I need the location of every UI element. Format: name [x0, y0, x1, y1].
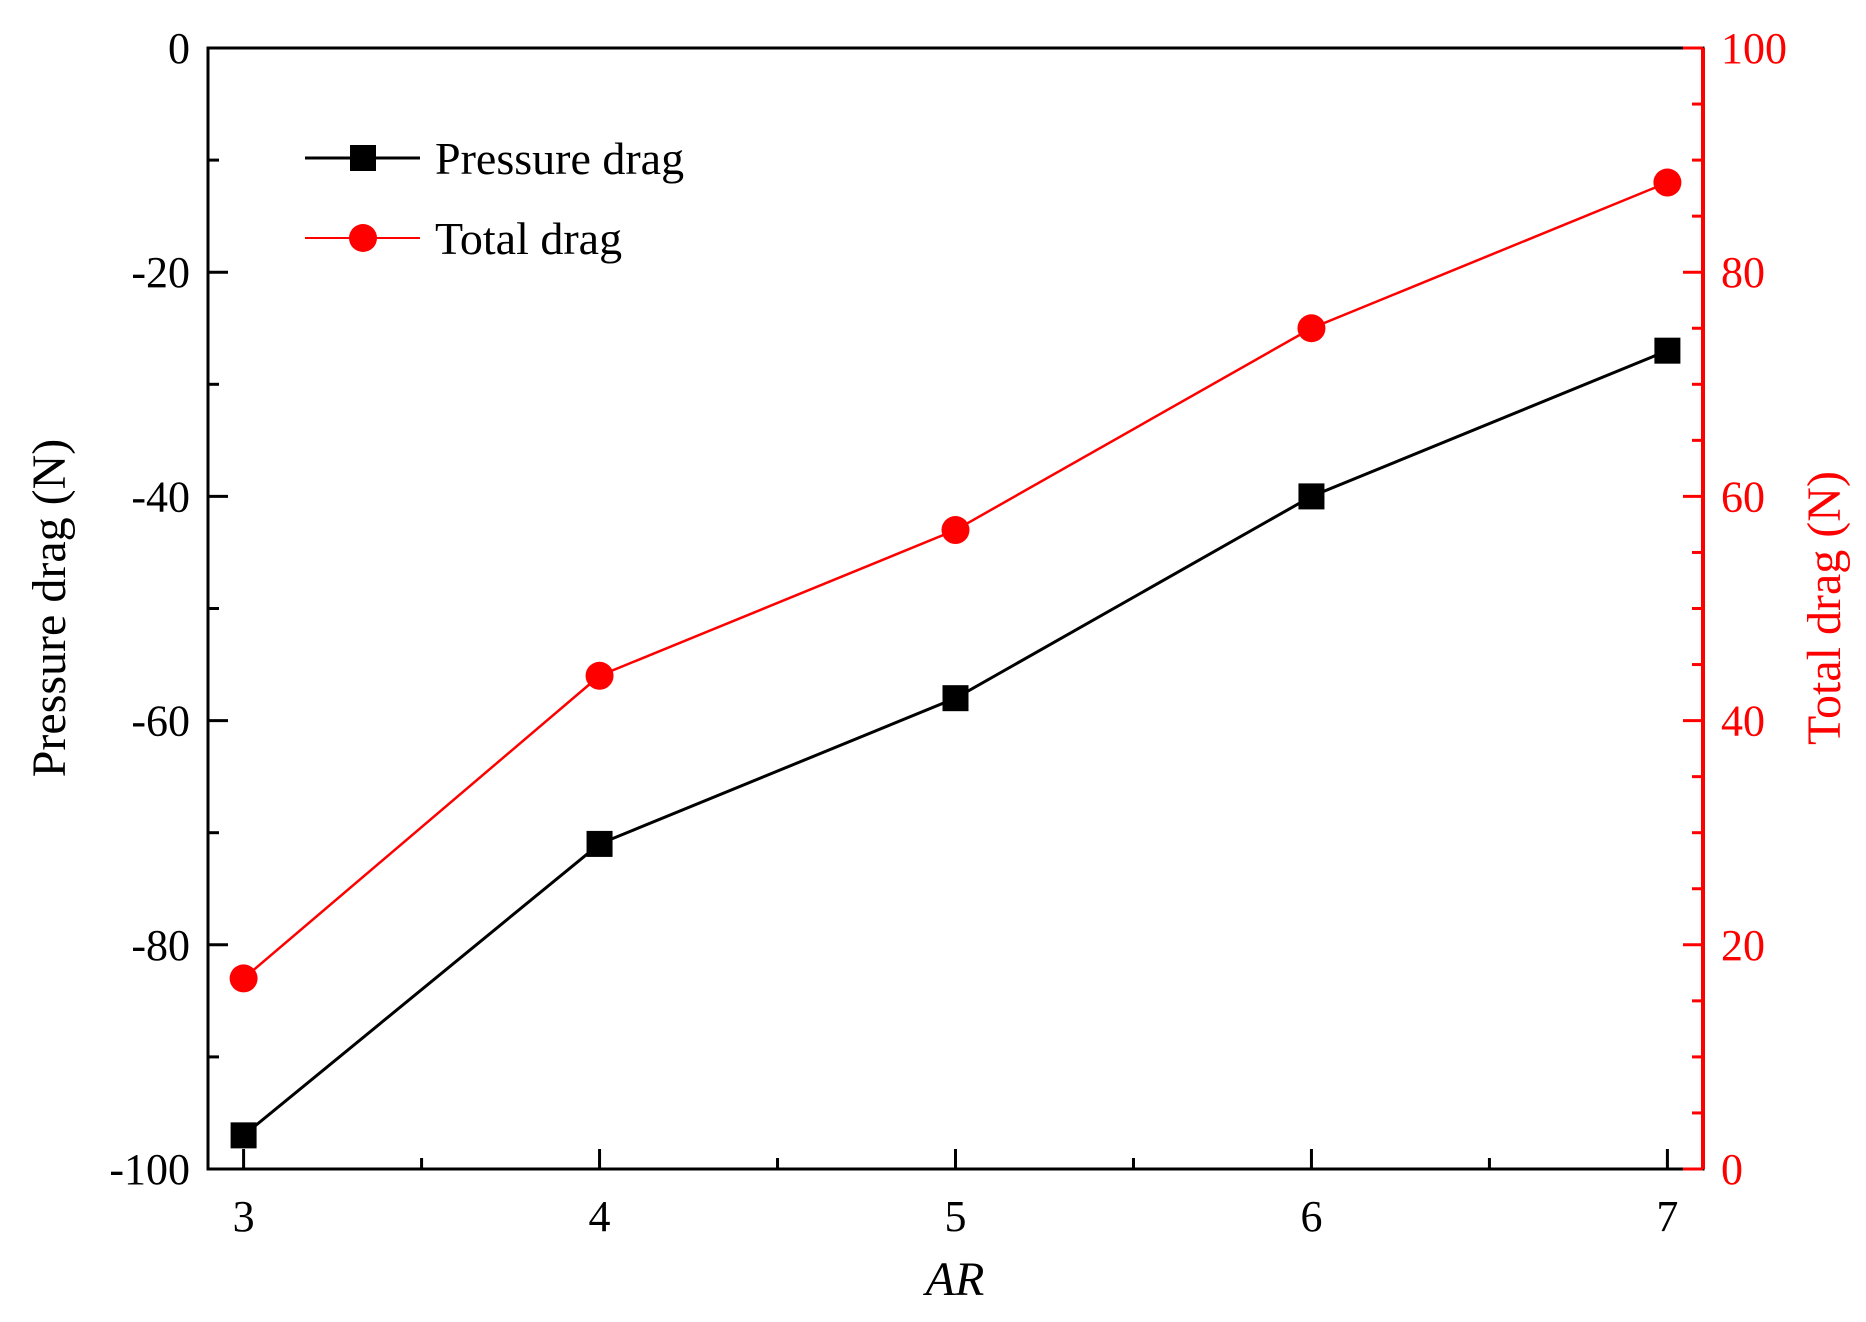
right-y-tick-label: 100	[1721, 24, 1787, 73]
right-y-tick-label: 60	[1721, 472, 1765, 521]
series-layer	[229, 168, 1682, 1149]
plot-frame	[206, 46, 1705, 1171]
legend-label-pressure: Pressure drag	[435, 133, 684, 184]
data-point-total	[585, 661, 614, 690]
data-point-total	[229, 964, 258, 993]
data-point-pressure	[942, 685, 969, 712]
series-line-total	[242, 181, 1668, 980]
right-y-tick-label: 20	[1721, 921, 1765, 970]
series-line-pressure	[242, 349, 1668, 1137]
x-axis-title: AR	[923, 1253, 985, 1306]
left-y-axis-ticks: 0 -20 -40 -60 -80 -100	[109, 24, 228, 1194]
x-tick-label: 4	[589, 1192, 611, 1241]
right-y-axis-title: Total drag (N)	[1798, 471, 1851, 745]
data-point-pressure	[1298, 483, 1325, 510]
legend: Pressure drag Total drag	[305, 133, 684, 264]
data-point-total	[1297, 314, 1326, 343]
data-point-pressure	[1654, 337, 1681, 364]
left-y-tick-label: -40	[131, 472, 190, 521]
legend-label-total: Total drag	[435, 213, 622, 264]
data-point-total	[941, 516, 970, 545]
left-y-tick-label: -100	[109, 1145, 190, 1194]
left-y-axis-title: Pressure drag (N)	[23, 439, 76, 778]
data-point-total	[1653, 168, 1682, 197]
right-y-tick-label: 80	[1721, 248, 1765, 297]
left-y-tick-label: -60	[131, 697, 190, 746]
x-tick-label: 6	[1300, 1192, 1322, 1241]
left-y-tick-label: -80	[131, 921, 190, 970]
right-y-tick-label: 40	[1721, 697, 1765, 746]
data-point-pressure	[230, 1122, 257, 1149]
right-y-axis-ticks: 100 80 60 40 20 0	[1683, 24, 1787, 1194]
x-axis-ticks: 3 4 5 6 7	[233, 1149, 1678, 1241]
right-y-tick-label: 0	[1721, 1145, 1743, 1194]
x-tick-label: 3	[233, 1192, 255, 1241]
legend-marker-total	[349, 224, 377, 252]
left-y-tick-label: 0	[168, 24, 190, 73]
data-point-pressure	[586, 830, 613, 857]
x-tick-label: 7	[1656, 1192, 1678, 1241]
legend-marker-pressure	[350, 145, 376, 171]
x-tick-label: 5	[945, 1192, 967, 1241]
left-y-tick-label: -20	[131, 248, 190, 297]
